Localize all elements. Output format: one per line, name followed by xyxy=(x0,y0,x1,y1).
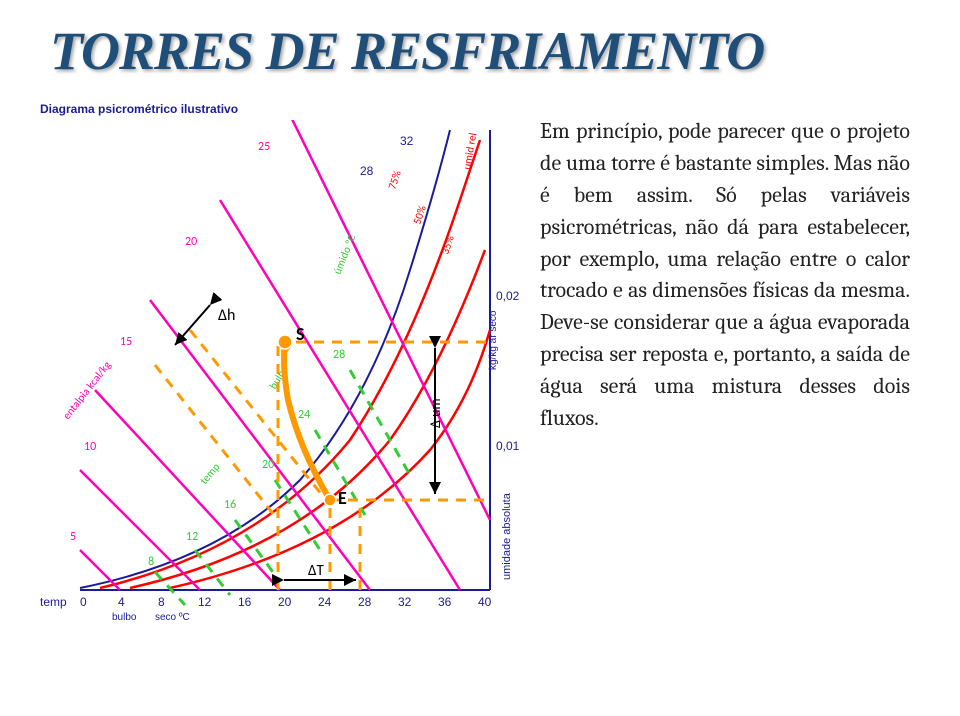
y-label: umidade absoluta xyxy=(501,492,513,580)
point-s xyxy=(278,335,292,349)
y-ticks: 0,01 0,02 xyxy=(496,289,520,453)
svg-text:28: 28 xyxy=(358,595,372,609)
psychrometric-chart: Diagrama psicrométrico ilustrativo 0 xyxy=(40,102,530,620)
delta-um: Δ um xyxy=(427,348,444,494)
svg-text:Δh: Δh xyxy=(218,306,235,325)
umido-label: úmido ºC xyxy=(331,232,359,276)
svg-text:32: 32 xyxy=(398,595,412,609)
svg-text:Δ um: Δ um xyxy=(427,398,444,428)
svg-text:15: 15 xyxy=(120,335,132,349)
svg-text:20: 20 xyxy=(262,458,274,472)
svg-text:28: 28 xyxy=(333,348,345,362)
x-label-bulbo: bulbo xyxy=(112,612,137,620)
label-s: S xyxy=(296,323,305,345)
svg-text:4: 4 xyxy=(118,595,125,609)
svg-text:ΔT: ΔT xyxy=(308,562,324,580)
y-sublabel: kg/kg ar seco xyxy=(488,310,499,370)
chart-caption: Diagrama psicrométrico ilustrativo xyxy=(40,102,530,116)
svg-text:36: 36 xyxy=(438,595,452,609)
svg-text:12: 12 xyxy=(198,595,212,609)
top-tick-32: 32 xyxy=(400,134,414,148)
chart-svg: 0 4 8 12 16 20 24 28 32 36 40 temp bulbo… xyxy=(40,120,530,620)
svg-text:12: 12 xyxy=(186,530,198,544)
delta-t: ΔT xyxy=(284,562,356,580)
x-label-seco: seco ºC xyxy=(155,612,190,620)
saturation-curve xyxy=(80,130,450,588)
svg-text:8: 8 xyxy=(158,595,165,609)
rh-label-35: 35% xyxy=(438,234,456,256)
content-row: Diagrama psicrométrico ilustrativo 0 xyxy=(40,102,920,620)
svg-text:0,02: 0,02 xyxy=(496,289,520,303)
point-e xyxy=(324,494,336,506)
svg-text:0: 0 xyxy=(80,595,87,609)
svg-text:20: 20 xyxy=(278,595,292,609)
svg-text:16: 16 xyxy=(238,595,252,609)
svg-text:8: 8 xyxy=(148,555,154,569)
x-ticks: 0 4 8 12 16 20 24 28 32 36 40 xyxy=(80,595,492,609)
svg-text:24: 24 xyxy=(298,408,310,422)
slide: TORRES DE RESFRIAMENTO Diagrama psicromé… xyxy=(0,0,960,716)
x-label-temp: temp xyxy=(40,595,67,609)
svg-text:25: 25 xyxy=(258,140,270,154)
rh-label-50: 50% xyxy=(410,204,428,226)
svg-text:40: 40 xyxy=(478,595,492,609)
svg-text:10: 10 xyxy=(84,440,96,454)
slide-title: TORRES DE RESFRIAMENTO xyxy=(50,20,920,82)
svg-text:20: 20 xyxy=(185,235,197,249)
svg-text:24: 24 xyxy=(318,595,332,609)
wetbulb-axis-label: temp xyxy=(197,460,222,487)
svg-text:5: 5 xyxy=(70,530,76,544)
rh-label-75: 75% xyxy=(385,169,403,191)
label-e: E xyxy=(338,487,347,509)
enthalpy-axis-label: entalpia kcal/kg xyxy=(60,359,113,422)
body-paragraph: Em princípio, pode parecer que o projeto… xyxy=(540,102,920,435)
delta-h: Δh xyxy=(175,305,235,345)
enthalpy-labels: 5 10 15 20 25 xyxy=(70,140,270,544)
svg-text:16: 16 xyxy=(224,498,236,512)
top-tick-28: 28 xyxy=(360,164,374,178)
svg-text:0,01: 0,01 xyxy=(496,439,520,453)
